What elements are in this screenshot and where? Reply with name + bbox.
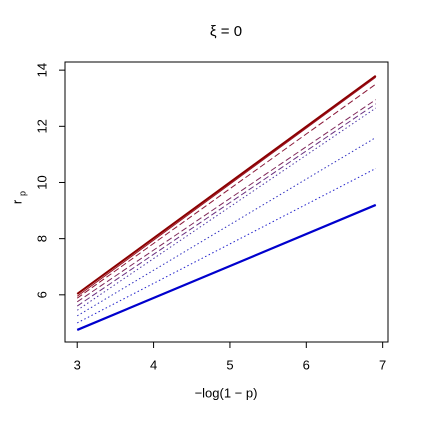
series-line	[76, 76, 377, 297]
series-line	[76, 203, 377, 331]
x-tick-label: 3	[74, 357, 81, 372]
y-axis-label-main: r	[9, 199, 24, 204]
series-line	[76, 137, 377, 317]
series-line	[76, 83, 377, 299]
series-line	[76, 167, 377, 324]
y-tick-label: 6	[34, 291, 49, 298]
series-line	[76, 74, 377, 295]
chart-title: ξ = 0	[210, 23, 242, 40]
y-tick-label: 12	[34, 119, 49, 133]
series-line	[76, 107, 377, 311]
x-axis-label: −log(1 − p)	[195, 385, 258, 400]
series-line	[76, 103, 377, 307]
y-tick-label: 10	[34, 175, 49, 189]
y-tick-label: 8	[34, 235, 49, 242]
x-tick-label: 5	[226, 357, 233, 372]
x-tick-label: 4	[150, 357, 157, 372]
y-axis-label-subscript: p	[17, 191, 27, 196]
series-line	[76, 99, 377, 303]
x-tick-label: 6	[303, 357, 310, 372]
y-tick-label: 14	[34, 63, 49, 77]
y-axis-label: r p	[9, 191, 27, 204]
x-tick-label: 7	[379, 357, 386, 372]
